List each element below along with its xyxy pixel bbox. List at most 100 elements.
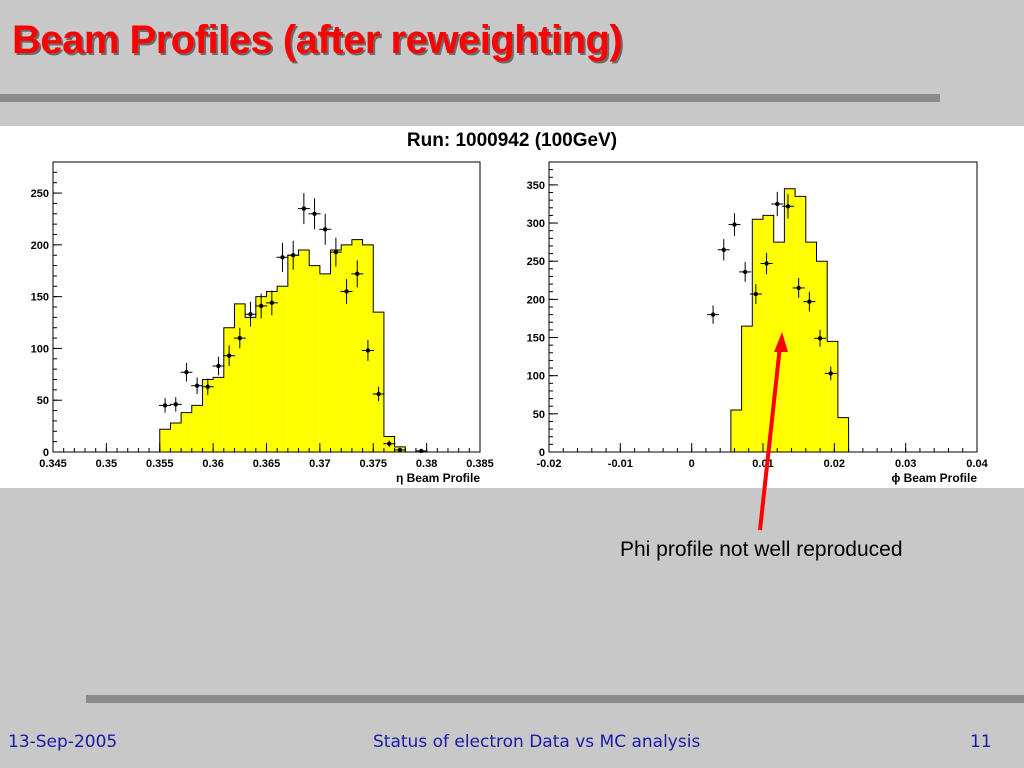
histogram-bar: [784, 188, 796, 453]
y-tick-label: 300: [527, 218, 545, 230]
x-tick-label: 0.38: [416, 458, 437, 470]
x-tick-label: 0.03: [895, 458, 916, 470]
histogram-bar: [202, 379, 214, 452]
data-point: [710, 312, 716, 317]
data-point: [387, 441, 392, 446]
slide-title: Beam Profiles (after reweighting): [12, 18, 623, 62]
histogram-bar: [827, 341, 838, 452]
arrow-shaft: [758, 345, 782, 531]
data-point: [807, 299, 812, 304]
histogram-bar: [234, 303, 246, 452]
histogram-bar: [763, 215, 774, 452]
histogram-bar: [309, 265, 320, 452]
histogram-bar: [741, 326, 753, 452]
data-point: [764, 261, 769, 266]
annotation-text: Phi profile not well reproduced: [620, 538, 903, 561]
footer-center: Status of electron Data vs MC analysis: [373, 732, 701, 752]
data-point: [344, 289, 349, 294]
x-tick-label: 0.365: [253, 458, 281, 470]
x-tick-label: 0.04: [966, 458, 988, 470]
histogram-bar: [330, 250, 342, 452]
x-tick-label: 0.35: [96, 458, 117, 470]
data-point: [323, 227, 328, 232]
y-tick-label: 50: [37, 395, 49, 407]
data-point: [376, 391, 381, 397]
data-point: [817, 336, 823, 341]
x-tick-label: 0.37: [309, 458, 330, 470]
x-tick-label: 0.345: [39, 458, 67, 470]
data-point: [796, 285, 801, 291]
title-divider: [0, 94, 940, 102]
y-tick-label: 250: [527, 256, 545, 268]
data-point: [280, 255, 285, 260]
y-tick-label: 50: [533, 409, 545, 421]
histogram-bar: [287, 255, 299, 452]
x-tick-label: 0.36: [202, 458, 223, 470]
x-tick-label: -0.02: [536, 458, 561, 470]
data-point: [269, 300, 275, 306]
data-point: [828, 371, 833, 376]
y-tick-label: 100: [527, 371, 545, 383]
histogram-bar: [795, 196, 806, 452]
x-axis-label: ϕ Beam Profile: [891, 471, 977, 485]
histogram-bar: [170, 423, 182, 452]
y-tick-label: 150: [31, 292, 49, 304]
histogram-bar: [341, 244, 352, 452]
y-tick-label: 0: [539, 447, 545, 459]
y-tick-label: 350: [527, 180, 545, 192]
histogram-bar: [816, 261, 828, 452]
data-point: [237, 335, 243, 341]
data-point: [365, 348, 371, 353]
x-tick-label: 0.02: [824, 458, 845, 470]
x-tick-label: 0: [689, 458, 695, 470]
data-point: [194, 383, 200, 388]
data-point: [162, 403, 168, 408]
histogram-bar: [245, 317, 256, 452]
data-point: [184, 370, 189, 375]
histogram-bar: [351, 239, 363, 452]
histogram-bar: [223, 327, 235, 452]
histogram-bar: [752, 219, 763, 452]
data-point: [775, 201, 780, 207]
data-point: [248, 312, 253, 317]
histogram-bar: [837, 417, 849, 452]
data-point: [419, 448, 424, 454]
data-point: [785, 204, 791, 209]
data-point: [312, 211, 317, 216]
data-point: [205, 384, 210, 389]
histogram-bar: [159, 429, 171, 452]
data-point: [226, 353, 232, 358]
data-point: [753, 291, 759, 297]
histogram-bar: [805, 242, 817, 452]
x-tick-label: -0.01: [608, 458, 633, 470]
y-tick-label: 200: [31, 240, 49, 252]
data-point: [397, 447, 403, 453]
footer-divider: [86, 695, 1024, 703]
histogram-bar: [730, 410, 742, 452]
histogram-bar: [213, 377, 224, 452]
data-point: [721, 247, 726, 252]
data-point: [333, 249, 339, 255]
eta-beam-profile-chart: 0 50 100 150 200 250 0.345 0.35 0.355 0.36 0.365 0.…: [31, 161, 494, 485]
histogram-bar: [255, 296, 267, 452]
data-point: [742, 269, 748, 275]
x-tick-label: 0.385: [466, 458, 494, 470]
y-tick-label: 150: [527, 333, 545, 345]
y-tick-label: 250: [31, 188, 49, 200]
run-title: Run: 1000942 (100GeV): [406, 130, 618, 151]
footer-date: 13-Sep-2005: [8, 732, 118, 752]
arrow-head: [774, 332, 788, 352]
histogram-bar: [181, 412, 192, 452]
histogram-bar: [266, 291, 278, 452]
y-tick-label: 0: [43, 447, 49, 459]
x-tick-label: 0.355: [146, 458, 174, 470]
x-tick-label: 0.375: [359, 458, 387, 470]
x-axis-label: η Beam Profile: [396, 471, 480, 485]
histogram-bar: [319, 273, 331, 452]
data-point: [732, 222, 737, 227]
histogram-bar: [298, 250, 310, 452]
data-point: [258, 303, 264, 309]
histogram-bar: [191, 405, 203, 452]
y-tick-label: 200: [527, 294, 545, 306]
